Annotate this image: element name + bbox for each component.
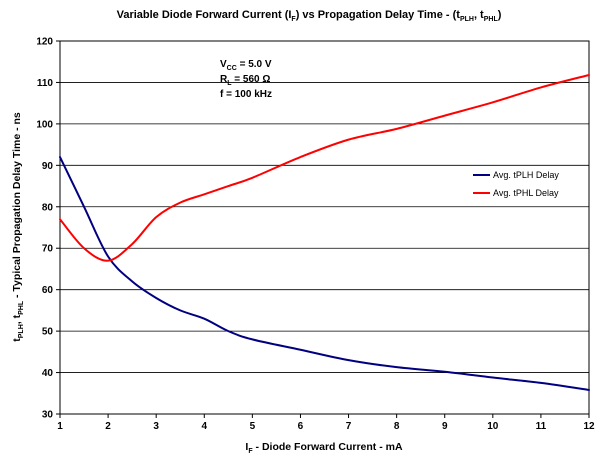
y-tick-labels: 30 40 50 60 70 80 90 100 110 120 [36, 37, 53, 421]
x-tick-label: 3 [153, 421, 159, 432]
x-tick-label: 2 [105, 421, 111, 432]
x-axis-label: IF - Diode Forward Current - mA [245, 441, 403, 455]
y-tick-label: 110 [37, 78, 54, 89]
y-tick-label: 80 [42, 202, 54, 213]
x-tick-label: 8 [394, 421, 400, 432]
x-tick-label: 12 [583, 421, 595, 432]
series-lines [59, 73, 590, 391]
plot-area [59, 40, 590, 415]
legend-label-tphl: Avg. tPHL Delay [493, 188, 559, 198]
axis-ticks [56, 40, 590, 418]
x-tick-label: 5 [250, 421, 256, 432]
y-tick-label: 40 [42, 368, 54, 379]
x-tick-labels: 1 2 3 4 5 6 7 8 9 10 11 12 [57, 421, 595, 432]
y-tick-label: 60 [42, 285, 54, 296]
x-tick-label: 10 [487, 421, 499, 432]
y-tick-label: 30 [42, 410, 54, 421]
test-conditions: VCC = 5.0 V RL = 560 Ω f = 100 kHz [220, 59, 272, 100]
legend-label-tplh: Avg. tPLH Delay [493, 170, 559, 180]
x-tick-label: 4 [201, 421, 207, 432]
x-tick-label: 7 [346, 421, 352, 432]
y-tick-label: 70 [42, 244, 54, 255]
y-tick-label: 90 [42, 161, 54, 172]
annot-vcc: VCC = 5.0 V [220, 59, 272, 72]
x-tick-label: 1 [57, 421, 63, 432]
gridlines [60, 82, 589, 373]
y-axis-label: tPLH, tPHL - Typical Propagation Delay T… [11, 112, 25, 342]
y-tick-label: 50 [42, 327, 54, 338]
annot-rl: RL = 560 Ω [220, 74, 270, 87]
y-tick-label: 120 [36, 37, 53, 48]
x-tick-label: 6 [298, 421, 304, 432]
chart-title: Variable Diode Forward Current (IF) vs P… [117, 9, 502, 23]
legend: Avg. tPLH Delay Avg. tPHL Delay [473, 170, 559, 198]
series-line-tphl [59, 73, 590, 262]
y-tick-label: 100 [36, 119, 53, 130]
x-tick-label: 11 [536, 421, 547, 432]
x-tick-label: 9 [442, 421, 448, 432]
series-line-tplh [59, 156, 590, 391]
annot-freq: f = 100 kHz [220, 89, 272, 100]
